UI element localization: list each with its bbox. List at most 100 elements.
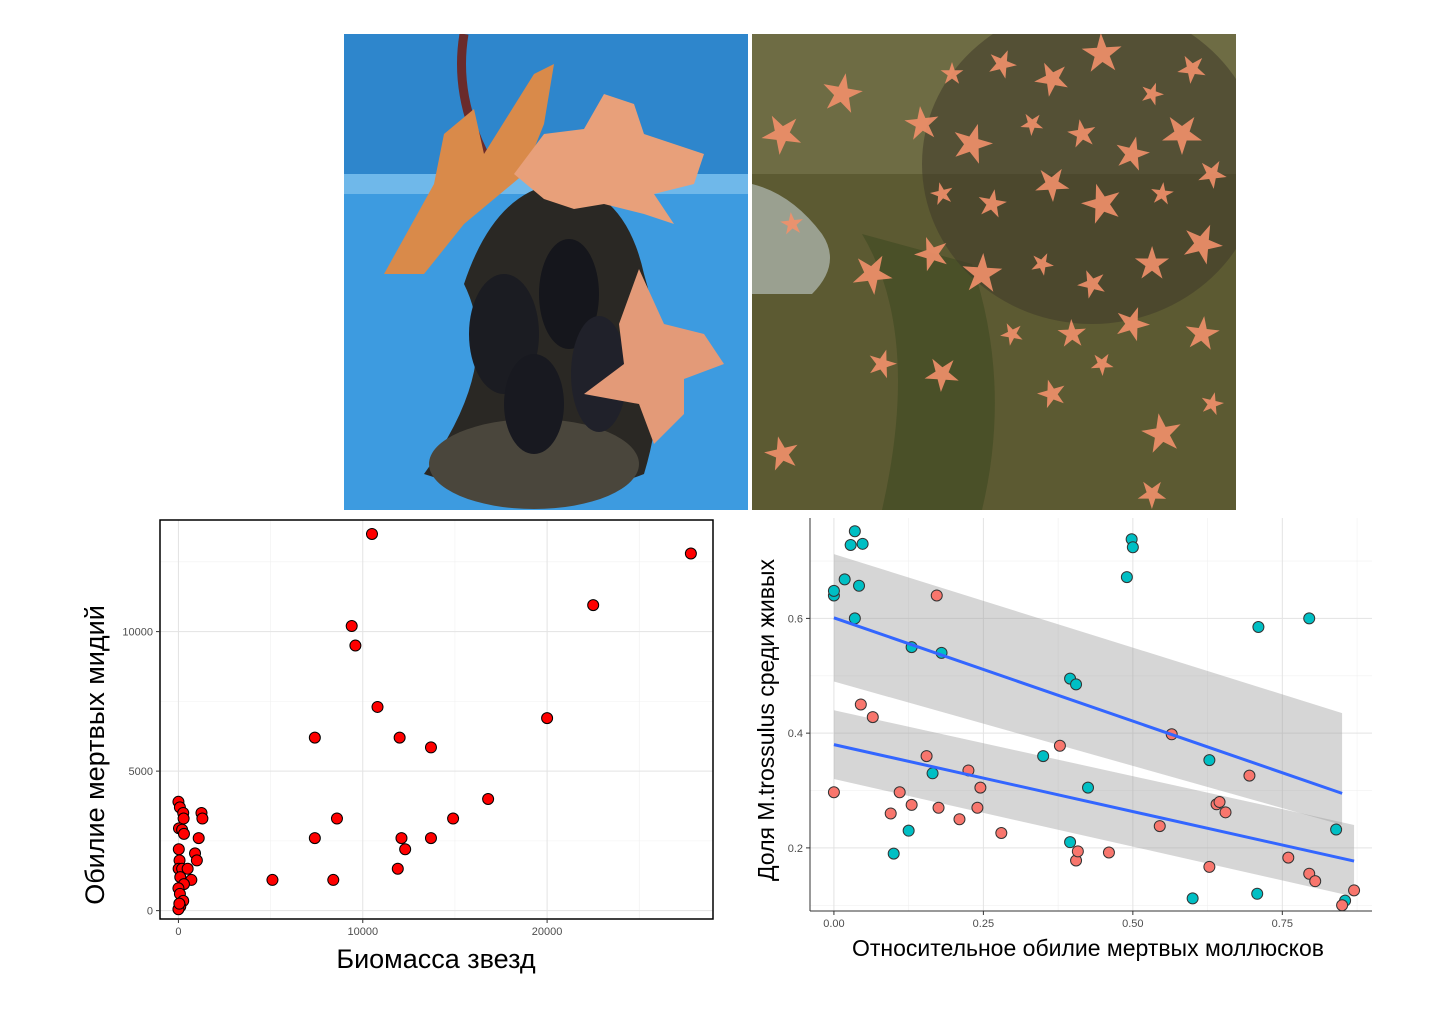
data-point [838,573,851,586]
starfish-icon [1185,316,1220,350]
data-point [177,827,190,840]
starfish-icon [764,436,798,471]
data-point [308,731,321,744]
starfish-icon [1035,168,1070,202]
x-tick-label: 0.00 [823,918,844,930]
data-point [920,750,933,763]
starfish-on-mussels-photo [344,34,748,510]
starfish-icon [1090,353,1114,376]
starfish-icon [780,212,803,235]
data-point [349,639,362,652]
data-point [1213,795,1226,808]
x-tick-label: 20000 [532,926,563,938]
data-point [173,897,186,910]
data-point [587,599,600,612]
starfish-icon [978,189,1007,218]
starfish-icon [1000,323,1023,346]
data-point [926,767,939,780]
data-point [905,798,918,811]
dead-mussels-vs-star-biomass-chart: 0 10000 20000 0 5000 10000 Биомасса звезд Оби… [60,510,740,990]
plot-panel [160,520,713,919]
data-point [327,873,340,886]
y-tick-label: 0 [147,906,153,918]
starfish-icon [954,123,993,164]
data-point [902,824,915,837]
starfish-icon [1020,113,1044,136]
data-point [447,812,460,825]
regression-line [833,743,1355,863]
starfish-icon [1177,55,1206,84]
x-tick-label: 0.25 [973,918,994,930]
starfish-icon [823,73,863,113]
data-point [1082,781,1095,794]
data-point [1102,846,1115,859]
x-tick-label: 10000 [347,926,378,938]
data-point [953,813,966,826]
starfish-icon [940,62,964,84]
data-point [884,807,897,820]
starfish-icon [1116,136,1150,171]
data-point [190,854,203,867]
data-point [995,826,1008,839]
starfish-icon [1142,82,1164,106]
data-point [844,538,857,551]
data-point [1126,541,1139,554]
data-point [1251,887,1264,900]
starfish-icon [1162,117,1202,155]
starfish-in-tank-photo [752,34,1236,510]
data-point [399,843,412,856]
data-point [827,786,840,799]
data-point [848,525,861,538]
y-tick-label: 5000 [129,766,153,778]
data-point [1243,769,1256,782]
data-point [371,700,384,713]
data-point [1203,860,1216,873]
starfish-icon [930,182,953,205]
data-point [393,731,406,744]
starfish-icon [904,106,939,140]
x-axis-title: Относительное обилие мертвых моллюсков [852,935,1324,961]
data-point [1053,739,1066,752]
data-point [827,584,840,597]
starfish-icon [1137,481,1167,509]
y-tick-label: 10000 [122,627,153,639]
starfish-icon [962,253,1003,292]
data-point [266,873,279,886]
data-point [330,812,343,825]
x-tick-label: 0.75 [1272,918,1293,930]
data-point [1303,612,1316,625]
data-point [866,711,879,724]
starfish-icon [1037,379,1065,409]
starfish-icon [1031,253,1054,276]
data-point [971,801,984,814]
data-point [308,832,321,845]
x-tick-label: 0.50 [1122,918,1143,930]
starfish-icon [924,358,959,392]
data-point [1037,750,1050,763]
data-point [181,862,194,875]
x-tick-label: 0 [175,926,181,938]
starfish-icon [914,237,947,272]
starfish-icon [1151,182,1174,205]
starfish-icon [1201,392,1224,416]
mtrossulus-share-vs-dead-abundance-chart: 0.00 0.25 0.50 0.75 0.2 0.4 0.6 Относительное … [740,510,1380,990]
data-point [424,832,437,845]
data-point [1064,836,1077,849]
data-point [365,527,378,540]
plot-border [159,519,714,920]
data-point [893,786,906,799]
data-point [974,781,987,794]
starfish-icon [761,115,802,155]
starfish-icon [1057,319,1086,347]
starfish-icon [1034,62,1068,97]
data-point [1071,845,1084,858]
data-point [192,832,205,845]
data-point [854,698,867,711]
y-tick-label: 0.4 [788,728,803,740]
y-axis-title: Обилие мертвых мидий [80,605,110,905]
data-point [1309,875,1322,888]
x-axis-title: Биомасса звезд [336,944,536,974]
data-point [1252,621,1265,634]
data-point [1219,806,1232,819]
starfish-icon [1134,246,1170,279]
